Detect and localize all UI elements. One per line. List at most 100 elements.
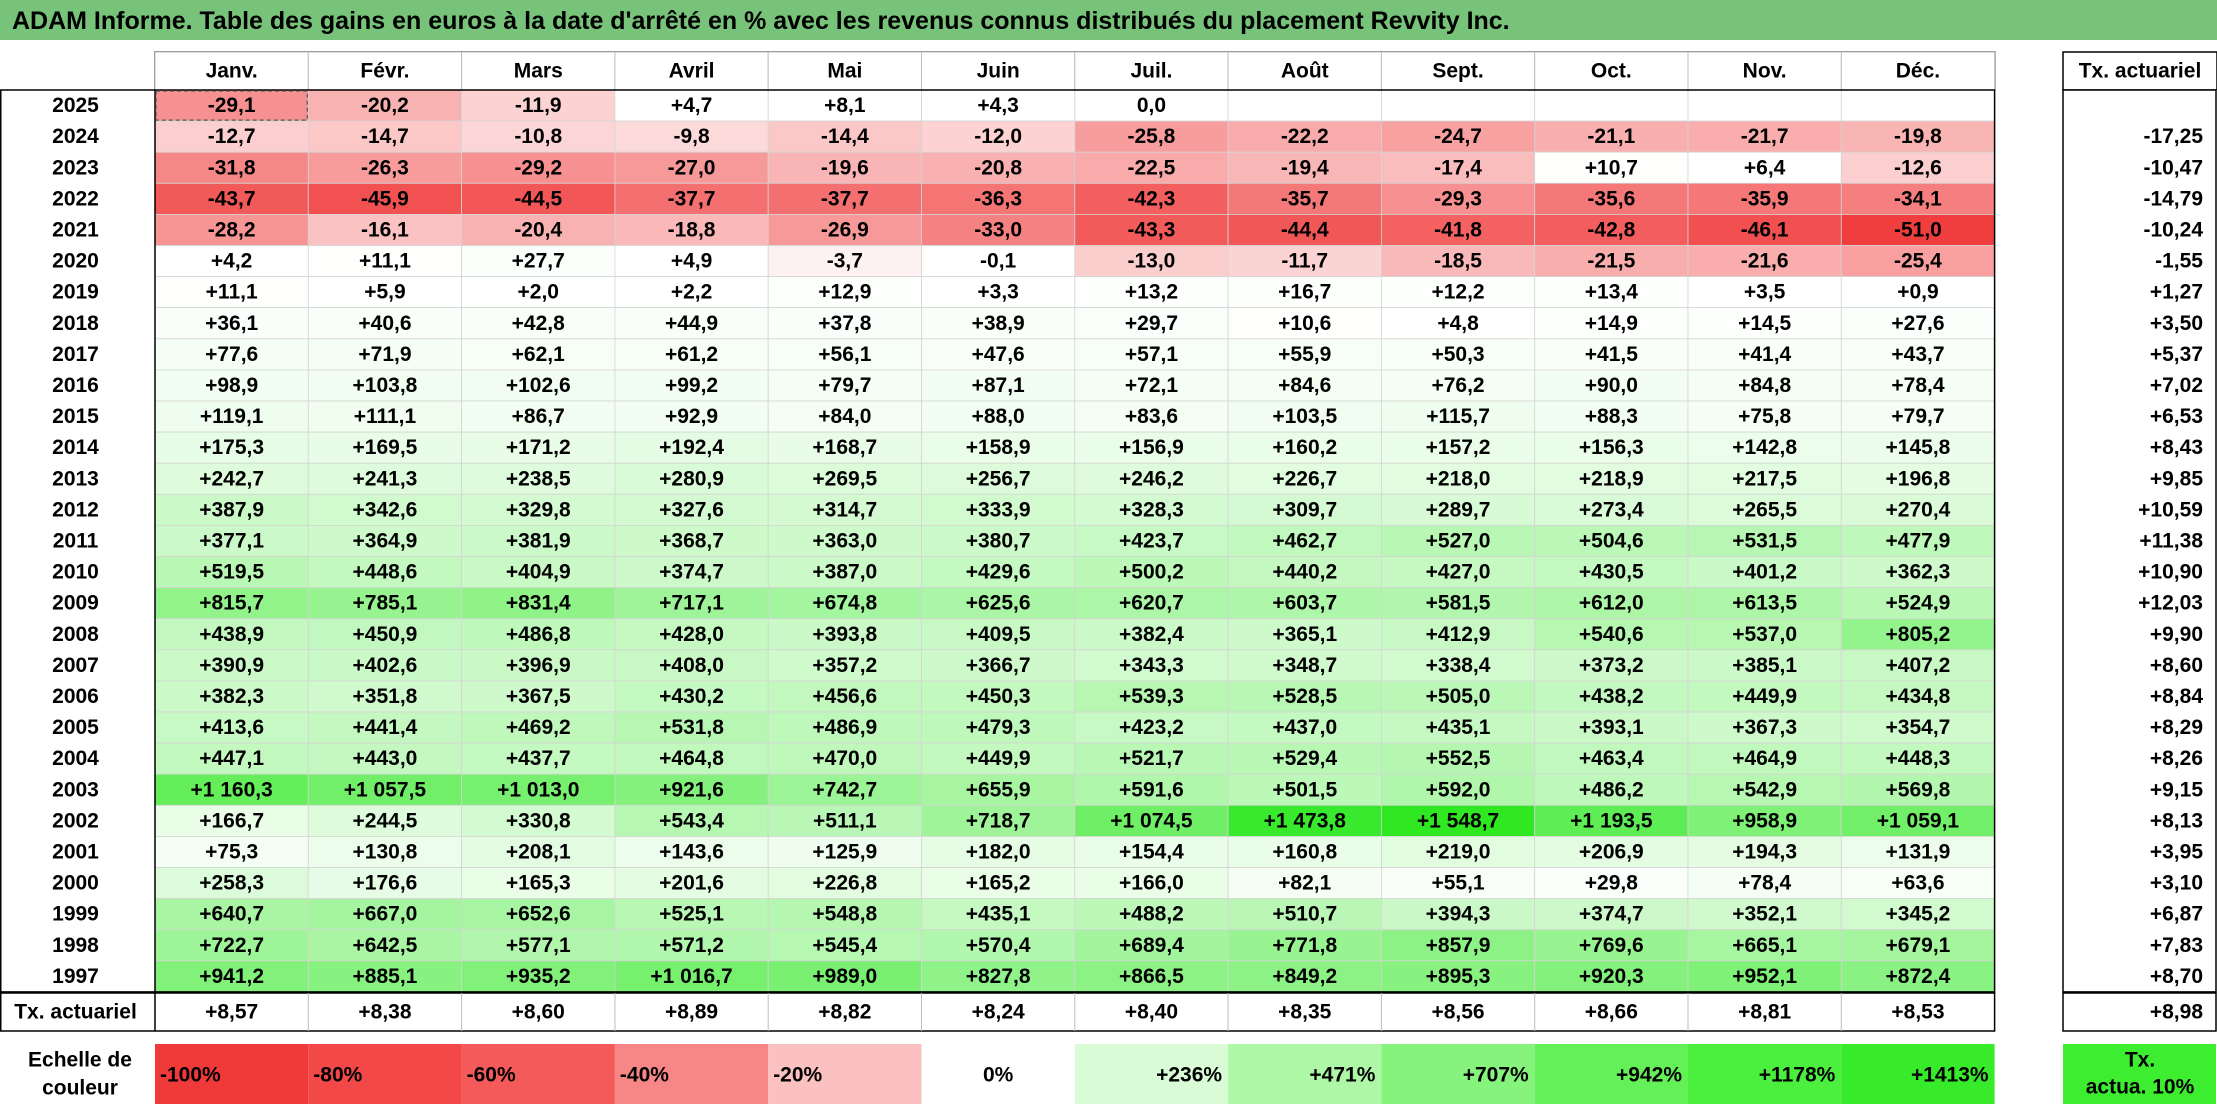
cell-value: +1 057,5 [344, 778, 427, 801]
cell-value: +429,6 [966, 561, 1031, 584]
cell-value: -19,8 [1894, 125, 1942, 148]
cell-value: +86,7 [512, 405, 565, 428]
cell-value: +500,2 [1119, 561, 1184, 584]
cell-value: +404,9 [506, 561, 571, 584]
heat-cell [307, 618, 462, 651]
heat-cell [1687, 493, 1842, 526]
heat-cell [767, 556, 922, 589]
heat-cell [1381, 431, 1536, 464]
row-year: 2005 [52, 716, 99, 739]
heat-cell [1687, 649, 1842, 682]
heat-cell [1534, 369, 1689, 402]
heat-cell [767, 338, 922, 371]
annual-cell [2063, 369, 2217, 401]
footer-value: +8,24 [972, 1001, 1025, 1024]
column-header-cell [614, 51, 769, 91]
heat-cell [1074, 680, 1229, 713]
cell-value: +450,3 [966, 685, 1031, 708]
heat-cell [1840, 151, 1996, 184]
heat-cell [921, 960, 1076, 993]
cell-value: -3,7 [827, 250, 863, 273]
heat-cell [461, 120, 616, 153]
heat-cell [1840, 742, 1996, 775]
cell-value: +435,1 [966, 903, 1031, 926]
cell-value: +552,5 [1426, 747, 1491, 770]
cell-value: +5,9 [364, 281, 405, 304]
cell-value: +827,8 [966, 965, 1031, 988]
heat-cell [1227, 369, 1382, 402]
heat-cell [921, 742, 1076, 775]
annual-cell [2063, 587, 2217, 619]
cell-value: +241,3 [353, 467, 418, 490]
heat-cell [154, 898, 309, 931]
annual-value: +7,83 [2150, 934, 2203, 957]
column-header-cell [1687, 51, 1842, 91]
cell-value: +273,4 [1579, 498, 1644, 521]
cell-value: +156,3 [1579, 436, 1644, 459]
cell-value: +367,3 [1732, 716, 1797, 739]
row-year: 2012 [52, 498, 99, 521]
row-year: 2009 [52, 592, 99, 615]
footer-value: +8,82 [818, 1001, 871, 1024]
heat-cell [1381, 680, 1536, 713]
heat-cell [461, 898, 616, 931]
cell-value: +83,6 [1125, 405, 1178, 428]
heat-cell [1687, 400, 1842, 433]
heat-cell [154, 960, 309, 993]
heat-cell [1687, 213, 1842, 246]
heat-cell [767, 898, 922, 931]
cell-value: -36,3 [974, 187, 1022, 210]
row-year: 2011 [53, 529, 99, 552]
cell-value: +154,4 [1119, 840, 1184, 863]
cell-value: +409,5 [966, 623, 1031, 646]
legend-step-label: +1413% [1911, 1064, 1989, 1087]
heat-cell [1534, 680, 1689, 713]
heat-cell [154, 649, 309, 682]
heat-cell [1534, 276, 1689, 309]
annual-value: +9,90 [2150, 623, 2203, 646]
cell-value: +56,1 [818, 343, 871, 366]
column-header: Nov. [1743, 60, 1787, 83]
annual-value: -10,24 [2143, 218, 2203, 241]
heat-cell [1227, 182, 1382, 215]
cell-value: -12,7 [208, 125, 256, 148]
cell-value: +935,2 [506, 965, 571, 988]
cell-value: +201,6 [659, 872, 724, 895]
heat-cell [1534, 245, 1689, 278]
cell-value: -12,0 [974, 125, 1022, 148]
heat-cell [767, 120, 922, 153]
heat-cell [614, 369, 769, 402]
cell-value: +437,0 [1272, 716, 1337, 739]
cell-value: +246,2 [1119, 467, 1184, 490]
cell-value: -18,5 [1434, 250, 1482, 273]
cell-value: +357,2 [812, 654, 877, 677]
annual-cell [2063, 183, 2217, 215]
heat-cell [614, 742, 769, 775]
annual-cell [2063, 556, 2217, 588]
cell-value: +270,4 [1886, 498, 1951, 521]
cell-value: +577,1 [506, 934, 571, 957]
selected-cell-outline [155, 90, 308, 121]
heat-cell [461, 245, 616, 278]
heat-cell [1074, 120, 1229, 153]
legend-swatch [1534, 1044, 1688, 1104]
heat-cell [614, 804, 769, 837]
cell-value: +742,7 [812, 778, 877, 801]
row-year: 2018 [52, 312, 99, 335]
cell-value: +289,7 [1426, 498, 1491, 521]
legend-step-label: -100% [160, 1064, 221, 1087]
cell-value: +665,1 [1732, 934, 1797, 957]
column-header-cell [307, 51, 463, 91]
cell-value: +309,7 [1272, 498, 1337, 521]
heat-cell [154, 804, 309, 837]
heat-cell [1687, 462, 1842, 495]
cell-value: +145,8 [1886, 436, 1951, 459]
cell-value: +55,1 [1431, 872, 1484, 895]
heat-cell [614, 245, 769, 278]
row-year: 2019 [52, 281, 99, 304]
cell-value: +160,2 [1272, 436, 1337, 459]
heat-cell [461, 804, 616, 837]
heat-cell [154, 742, 309, 775]
heat-cell [1074, 618, 1229, 651]
cell-value: -37,7 [668, 187, 716, 210]
